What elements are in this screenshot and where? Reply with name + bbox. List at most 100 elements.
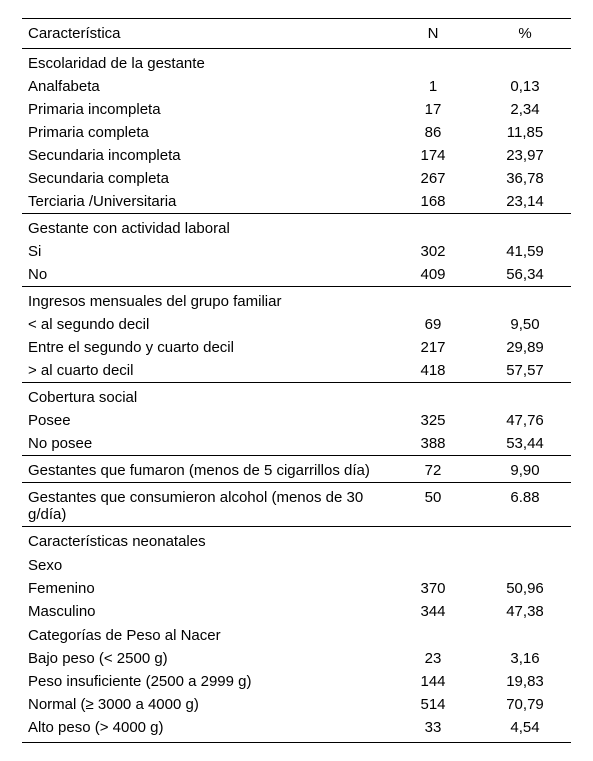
row-pct: 19,83 [479, 670, 571, 693]
table-row: Si30241,59 [22, 240, 571, 263]
row-n [387, 49, 479, 76]
row-label: Entre el segundo y cuarto decil [22, 336, 387, 359]
group-title: Ingresos mensuales del grupo familiar [22, 287, 571, 314]
table-row: Normal (≥ 3000 a 4000 g)51470,79 [22, 693, 571, 716]
row-label: No posee [22, 432, 387, 456]
row-label: Peso insuficiente (2500 a 2999 g) [22, 670, 387, 693]
row-pct [479, 49, 571, 76]
group-title: Cobertura social [22, 383, 571, 410]
row-pct: 2,34 [479, 98, 571, 121]
table-row: Entre el segundo y cuarto decil21729,89 [22, 336, 571, 359]
row-n: 344 [387, 600, 479, 623]
row-n: 168 [387, 190, 479, 214]
row-n: 72 [387, 456, 479, 483]
row-label: No [22, 263, 387, 287]
row-label: Gestantes que fumaron (menos de 5 cigarr… [22, 456, 387, 483]
row-n: 17 [387, 98, 479, 121]
row-pct: 50,96 [479, 577, 571, 600]
table-row: Secundaria incompleta17423,97 [22, 144, 571, 167]
row-label: Secundaria incompleta [22, 144, 387, 167]
row-pct: 3,16 [479, 647, 571, 670]
row-n: 1 [387, 75, 479, 98]
row-n: 23 [387, 647, 479, 670]
row-label: Normal (≥ 3000 a 4000 g) [22, 693, 387, 716]
row-pct: 57,57 [479, 359, 571, 383]
row-n: 302 [387, 240, 479, 263]
header-label: Característica [22, 19, 387, 49]
row-label: Características neonatales [22, 527, 387, 554]
row-label: Secundaria completa [22, 167, 387, 190]
subsection-title: Categorías de Peso al Nacer [22, 623, 571, 647]
row-pct: 4,54 [479, 716, 571, 743]
row-label: Si [22, 240, 387, 263]
characteristics-table: Característica N % Escolaridad de la ges… [22, 18, 571, 743]
table-row: Bajo peso (< 2500 g)233,16 [22, 647, 571, 670]
row-pct [479, 527, 571, 554]
row-pct: 47,38 [479, 600, 571, 623]
row-pct: 23,97 [479, 144, 571, 167]
row-label: Primaria incompleta [22, 98, 387, 121]
table-row: Masculino34447,38 [22, 600, 571, 623]
table-row: Femenino37050,96 [22, 577, 571, 600]
row-pct: 53,44 [479, 432, 571, 456]
row-n: 174 [387, 144, 479, 167]
row-label: Categorías de Peso al Nacer [22, 623, 387, 647]
row-n: 69 [387, 313, 479, 336]
table-row: Alto peso (> 4000 g)334,54 [22, 716, 571, 743]
row-n [387, 383, 479, 410]
row-pct: 41,59 [479, 240, 571, 263]
row-label: Ingresos mensuales del grupo familiar [22, 287, 387, 314]
row-pct: 36,78 [479, 167, 571, 190]
row-pct: 23,14 [479, 190, 571, 214]
group-title: Escolaridad de la gestante [22, 49, 571, 76]
group-title: Gestante con actividad laboral [22, 214, 571, 241]
row-label: Femenino [22, 577, 387, 600]
row-label: Gestante con actividad laboral [22, 214, 387, 241]
table-row: Gestantes que consumieron alcohol (menos… [22, 483, 571, 527]
row-n: 217 [387, 336, 479, 359]
header-n: N [387, 19, 479, 49]
row-label: Sexo [22, 553, 387, 577]
row-pct [479, 383, 571, 410]
row-n: 33 [387, 716, 479, 743]
row-n [387, 623, 479, 647]
row-pct: 29,89 [479, 336, 571, 359]
row-pct: 9,50 [479, 313, 571, 336]
table-row: No posee38853,44 [22, 432, 571, 456]
row-label: Escolaridad de la gestante [22, 49, 387, 76]
row-n: 418 [387, 359, 479, 383]
subsection-title: Sexo [22, 553, 571, 577]
row-n: 370 [387, 577, 479, 600]
row-label: Terciaria /Universitaria [22, 190, 387, 214]
row-label: Masculino [22, 600, 387, 623]
row-n: 388 [387, 432, 479, 456]
table-row: < al segundo decil699,50 [22, 313, 571, 336]
row-label: Alto peso (> 4000 g) [22, 716, 387, 743]
table-row: Terciaria /Universitaria16823,14 [22, 190, 571, 214]
table-row: No40956,34 [22, 263, 571, 287]
row-n: 144 [387, 670, 479, 693]
header-pct: % [479, 19, 571, 49]
row-pct: 9,90 [479, 456, 571, 483]
table-row: Secundaria completa26736,78 [22, 167, 571, 190]
row-pct: 56,34 [479, 263, 571, 287]
row-pct: 47,76 [479, 409, 571, 432]
row-pct: 70,79 [479, 693, 571, 716]
table-header-row: Característica N % [22, 19, 571, 49]
row-label: Bajo peso (< 2500 g) [22, 647, 387, 670]
row-n: 514 [387, 693, 479, 716]
row-label: Gestantes que consumieron alcohol (menos… [22, 483, 387, 527]
row-n [387, 527, 479, 554]
table-row: Analfabeta10,13 [22, 75, 571, 98]
row-n: 325 [387, 409, 479, 432]
row-pct [479, 214, 571, 241]
row-pct: 0,13 [479, 75, 571, 98]
table-row: Gestantes que fumaron (menos de 5 cigarr… [22, 456, 571, 483]
table-row: Peso insuficiente (2500 a 2999 g)14419,8… [22, 670, 571, 693]
row-label: Primaria completa [22, 121, 387, 144]
table-row: Primaria completa8611,85 [22, 121, 571, 144]
row-pct: 6.88 [479, 483, 571, 527]
table-row: > al cuarto decil41857,57 [22, 359, 571, 383]
table-row: Posee32547,76 [22, 409, 571, 432]
row-n [387, 287, 479, 314]
